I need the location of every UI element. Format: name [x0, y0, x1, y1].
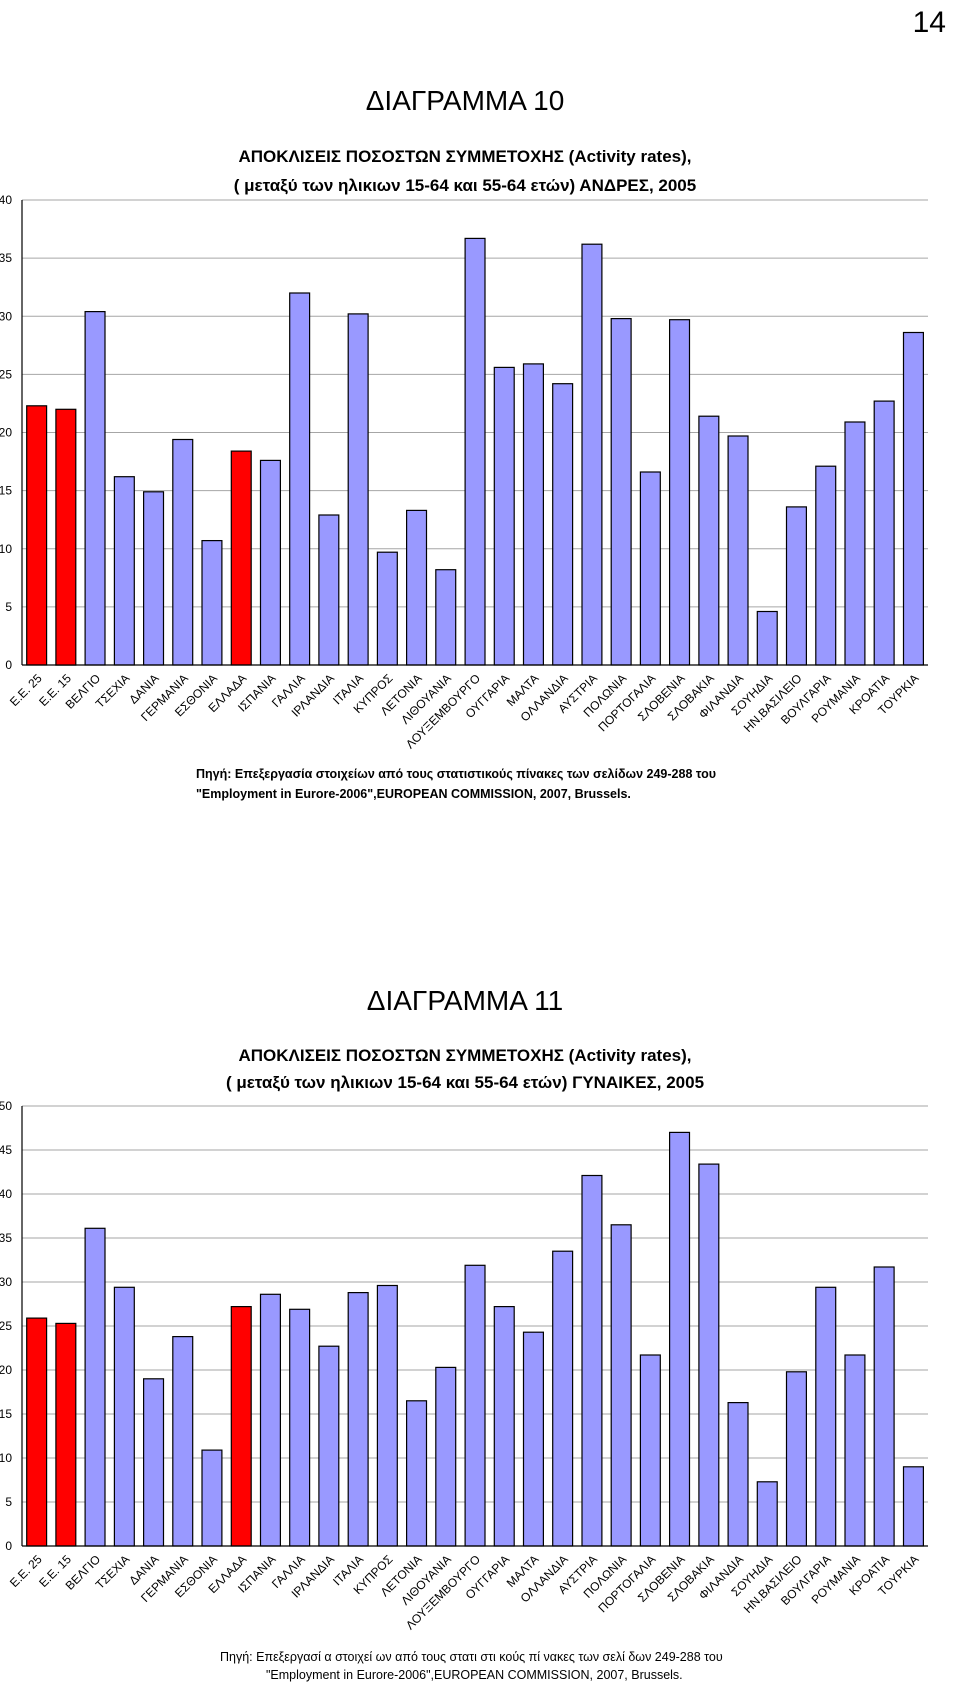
bar-μαλτα	[522, 363, 544, 666]
bar-τουρκια	[902, 331, 924, 666]
y-tick-label: 25	[0, 1319, 12, 1333]
bar-γαλλια	[289, 292, 311, 666]
chart-title-line-1: ΑΠΟΚΛΙΣΕΙΣ ΠΟΣΟΣΤΩΝ ΣΥΜΜΕΤΟΧΗΣ (Activity…	[239, 147, 692, 166]
bar-γαλλια	[289, 1308, 311, 1547]
y-tick-label: 30	[0, 309, 12, 323]
bar-ισπανια	[259, 1293, 281, 1547]
bar-λουξεμβουργο	[464, 1264, 486, 1547]
y-tick-label: 40	[0, 193, 12, 207]
bar-φιλανδια	[727, 435, 749, 666]
bar-λουξεμβουργο	[464, 237, 486, 666]
bar-ην-βασιλειο	[785, 506, 807, 666]
chart-heading: ΔΙΑΓΡΑΜΜΑ 10	[366, 85, 565, 116]
bar-ε-ε-25	[26, 1317, 48, 1547]
bar-ιταλια	[347, 1292, 369, 1547]
bar-ιρλανδια	[318, 514, 340, 666]
bar-ρουμανια	[844, 421, 866, 666]
bar-βουλγαρια	[815, 1286, 837, 1547]
bar-εσθονια	[201, 539, 223, 666]
y-tick-label: 10	[0, 1451, 12, 1465]
bar-πολωνια	[610, 318, 632, 666]
y-tick-label: 15	[0, 1407, 12, 1421]
bar-σλοβακια	[698, 1163, 720, 1547]
y-tick-label: 35	[0, 1231, 12, 1245]
bar-φιλανδια	[727, 1402, 749, 1547]
bar-πολωνια	[610, 1224, 632, 1547]
y-tick-label: 5	[5, 1495, 12, 1509]
bar-κροατια	[873, 400, 895, 666]
bar-εσθονια	[201, 1449, 223, 1547]
y-tick-label: 0	[5, 658, 12, 672]
bar-ιταλια	[347, 313, 369, 666]
y-tick-label: 20	[0, 426, 12, 440]
bar-ουγγαρια	[493, 366, 515, 666]
bar-κροατια	[873, 1266, 895, 1547]
y-tick-label: 40	[0, 1187, 12, 1201]
bar-ισπανια	[259, 459, 281, 666]
bar-λιθουανια	[435, 1366, 457, 1547]
bar-αυστρια	[581, 243, 603, 666]
y-tick-label: 15	[0, 484, 12, 498]
bar-λετονια	[406, 1400, 428, 1547]
bar-ρουμανια	[844, 1354, 866, 1547]
chart-diagram-11: ΔΙΑΓΡΑΜΜΑ 11 ΑΠΟΚΛΙΣΕΙΣ ΠΟΣΟΣΤΩΝ ΣΥΜΜΕΤΟ…	[0, 985, 928, 1682]
y-tick-label: 30	[0, 1275, 12, 1289]
source-line-1: Πηγή: Επεξεργασία στοιχείων από τους στα…	[196, 767, 716, 781]
bar-σουηδια	[756, 610, 778, 666]
bar-πορτογαλια	[639, 471, 661, 666]
y-tick-label: 10	[0, 542, 12, 556]
bar-ελλαδα	[230, 450, 252, 666]
chart-title-line-2: ( μεταξύ των ηλικιων 15-64 και 55-64 ετώ…	[234, 176, 696, 195]
bar-βελγιο	[84, 1227, 106, 1547]
bar-τσεχια	[113, 476, 135, 666]
y-tick-label: 20	[0, 1363, 12, 1377]
bar-λιθουανια	[435, 569, 457, 666]
bar-ε-ε-15	[55, 1322, 77, 1547]
bar-αυστρια	[581, 1174, 603, 1547]
bar-τουρκια	[902, 1466, 924, 1547]
bar-σλοβενια	[668, 1131, 691, 1547]
bar-τσεχια	[113, 1286, 135, 1547]
bar-κυπρος	[376, 551, 398, 666]
y-tick-label: 0	[5, 1539, 12, 1553]
bar-μαλτα	[522, 1331, 544, 1547]
bar-πορτογαλια	[639, 1354, 661, 1547]
chart-heading: ΔΙΑΓΡΑΜΜΑ 11	[367, 985, 563, 1016]
y-tick-label: 5	[5, 600, 12, 614]
source-line-2: "Employment in Eurore-2006",EUROPEAN COM…	[196, 787, 631, 801]
y-tick-label: 35	[0, 251, 12, 265]
page-number: 14	[912, 6, 946, 39]
bar-βουλγαρια	[815, 465, 837, 666]
bar-ουγγαρια	[493, 1306, 515, 1547]
bar-δανια	[143, 1378, 165, 1547]
bar-ελλαδα	[230, 1306, 252, 1547]
bar-ε-ε-25	[26, 405, 48, 666]
bar-σουηδια	[756, 1481, 778, 1547]
y-tick-label: 25	[0, 367, 12, 381]
bar-κυπρος	[376, 1284, 398, 1547]
chart-title-line-2: ( μεταξύ των ηλικιων 15-64 και 55-64 ετώ…	[226, 1073, 704, 1092]
bar-ην-βασιλειο	[785, 1371, 807, 1547]
source-line-2: "Employment in Eurore-2006",EUROPEAN COM…	[266, 1668, 683, 1682]
bar-βελγιο	[84, 311, 106, 666]
bar-ολλανδια	[552, 383, 574, 666]
bar-ολλανδια	[552, 1250, 574, 1547]
bar-δανια	[143, 491, 165, 666]
y-tick-label: 45	[0, 1143, 12, 1157]
bar-ιρλανδια	[318, 1345, 340, 1547]
chart-title-line-1: ΑΠΟΚΛΙΣΕΙΣ ΠΟΣΟΣΤΩΝ ΣΥΜΜΕΤΟΧΗΣ (Activity…	[239, 1046, 692, 1065]
chart-diagram-10: ΔΙΑΓΡΑΜΜΑ 10 ΑΠΟΚΛΙΣΕΙΣ ΠΟΣΟΣΤΩΝ ΣΥΜΜΕΤΟ…	[0, 85, 928, 801]
bar-σλοβενια	[668, 319, 691, 666]
bar-γερμανια	[172, 438, 194, 666]
bar-γερμανια	[172, 1336, 194, 1547]
source-line-1: Πηγή: Επεξεργασί α στοιχεί ων από τους σ…	[220, 1650, 723, 1664]
y-tick-label: 50	[0, 1099, 12, 1113]
bar-λετονια	[406, 509, 428, 666]
bar-σλοβακια	[698, 415, 720, 666]
bar-ε-ε-15	[55, 408, 77, 666]
